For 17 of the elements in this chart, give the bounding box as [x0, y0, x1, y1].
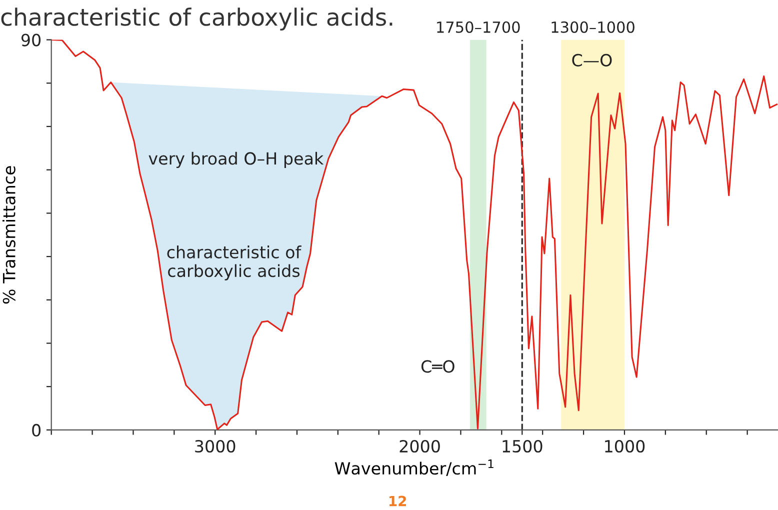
annotation: very broad O–H peak	[148, 152, 324, 168]
x-tick-label: 1500	[502, 440, 542, 453]
line-series	[51, 40, 778, 430]
x-tick-label: 2000	[400, 440, 440, 453]
x-tick-label: 3000	[195, 440, 236, 453]
y-tick-label: 0	[32, 424, 41, 436]
y-axis-title: % Transmittance	[2, 166, 16, 304]
annotation: characteristic of carboxylic acids	[167, 246, 302, 280]
band-label: 1300–1000	[552, 21, 634, 33]
chart-title: characteristic of carboxylic acids.	[1, 8, 392, 30]
annotation: C—O	[572, 54, 612, 66]
y-tick-label: 90	[21, 34, 41, 46]
annotation: C═O	[421, 360, 454, 373]
text: 12	[389, 496, 406, 506]
band-label: 1750–1700	[437, 21, 520, 33]
x-tick-label: 1000	[605, 440, 645, 453]
x-axis-title: Wavenumber/cm$^{−1}$	[334, 460, 494, 476]
